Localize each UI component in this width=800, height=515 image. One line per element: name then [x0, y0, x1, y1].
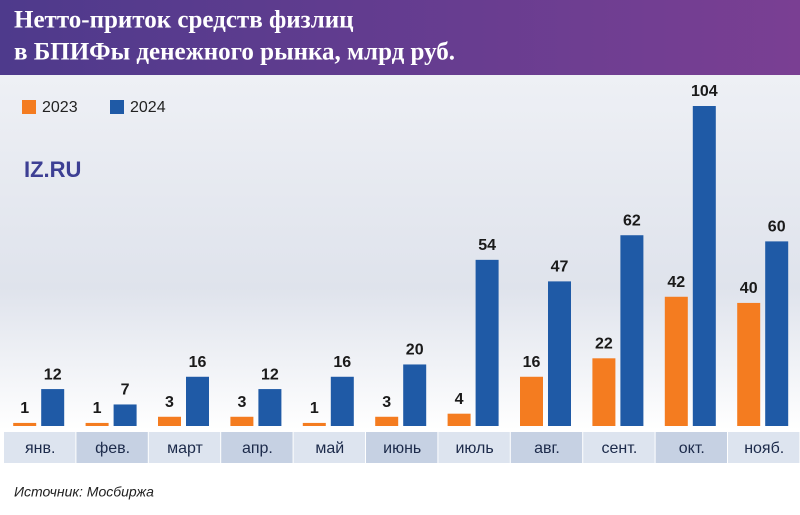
value-label: 42 — [667, 274, 685, 291]
legend-label: 2024 — [130, 99, 166, 116]
value-label: 40 — [740, 280, 758, 297]
bar — [375, 416, 399, 426]
x-tick-label: май — [315, 440, 344, 457]
bar — [520, 376, 543, 426]
category-cell — [76, 432, 148, 463]
bar — [230, 416, 254, 426]
bar — [41, 389, 65, 426]
bar — [258, 389, 282, 426]
bar — [737, 302, 761, 426]
category-cell — [4, 432, 76, 463]
value-label: 47 — [551, 259, 569, 276]
bar — [548, 281, 571, 426]
value-label: 12 — [261, 366, 279, 383]
title-banner — [0, 0, 800, 75]
value-label: 1 — [310, 400, 319, 417]
category-cell — [221, 432, 293, 463]
bar — [403, 364, 427, 426]
bar — [765, 241, 789, 426]
category-cell — [438, 432, 510, 463]
value-label: 7 — [121, 382, 130, 399]
value-label: 1 — [20, 400, 29, 417]
value-label: 3 — [165, 394, 174, 411]
x-tick-label: авг. — [534, 440, 560, 457]
bar — [302, 422, 326, 426]
bar — [664, 296, 688, 426]
value-label: 12 — [44, 366, 62, 383]
value-label: 3 — [382, 394, 391, 411]
bar — [113, 404, 137, 426]
bar — [475, 259, 499, 426]
value-label: 60 — [768, 219, 786, 236]
x-tick-label: нояб. — [744, 440, 784, 457]
value-label: 16 — [189, 354, 207, 371]
x-tick-label: апр. — [242, 440, 273, 457]
logo: IZ.RU — [24, 157, 81, 182]
x-tick-label: янв. — [25, 440, 55, 457]
bar — [330, 376, 354, 426]
bar — [13, 422, 37, 426]
chart-title: Нетто-приток средств физлиц — [14, 7, 354, 34]
value-label: 16 — [333, 354, 351, 371]
category-cell — [366, 432, 438, 463]
value-label: 16 — [523, 354, 541, 371]
legend-label: 2023 — [42, 99, 78, 116]
x-tick-label: сент. — [602, 440, 638, 457]
bar — [692, 106, 716, 426]
bar — [620, 235, 644, 426]
value-label: 104 — [691, 83, 718, 100]
bar — [158, 416, 181, 426]
value-label: 54 — [478, 237, 496, 254]
value-label: 22 — [595, 336, 613, 353]
chart-title: в БПИФы денежного рынка, млрд руб. — [14, 39, 455, 66]
legend-swatch — [22, 100, 36, 114]
x-tick-label: окт. — [679, 440, 705, 457]
source: Источник: Мосбиржа — [14, 484, 154, 500]
bar — [447, 413, 471, 426]
bar — [186, 376, 209, 426]
bar — [85, 422, 109, 426]
x-tick-label: июнь — [383, 440, 421, 457]
value-label: 62 — [623, 212, 641, 229]
category-cell — [728, 432, 800, 463]
bar — [592, 358, 616, 426]
value-label: 3 — [237, 394, 246, 411]
value-label: 20 — [406, 342, 424, 359]
value-label: 1 — [93, 400, 102, 417]
x-tick-label: июль — [455, 440, 493, 457]
category-cell — [655, 432, 727, 463]
category-cell — [148, 432, 221, 463]
category-cell — [583, 432, 655, 463]
x-tick-label: фев. — [95, 440, 130, 457]
legend-swatch — [110, 100, 124, 114]
category-cell — [510, 432, 583, 463]
value-label: 4 — [455, 391, 464, 408]
x-tick-label: март — [167, 440, 203, 457]
category-cell — [293, 432, 365, 463]
